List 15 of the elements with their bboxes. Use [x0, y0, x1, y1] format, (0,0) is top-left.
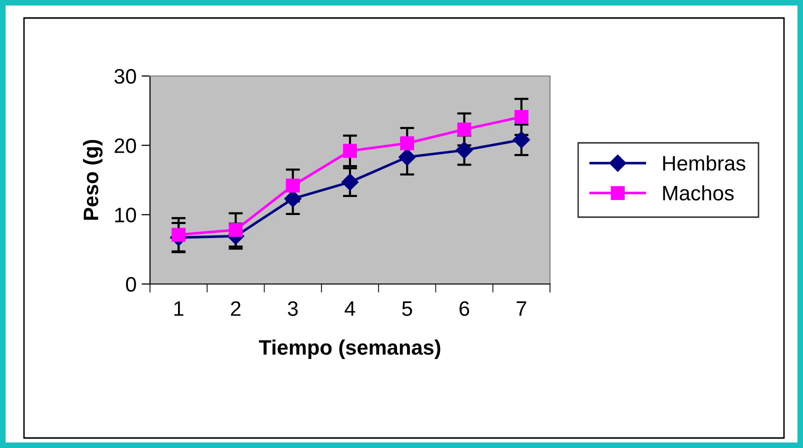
x-tick-label: 7 — [516, 301, 526, 316]
legend-label: Hembras — [663, 155, 746, 171]
x-axis-title: Tiempo (semanas) — [258, 340, 440, 359]
x-tick-label: 3 — [288, 301, 298, 316]
y-axis-title: Peso (g) — [83, 140, 103, 220]
x-tick-label: 6 — [460, 301, 470, 316]
y-tick-label: 20 — [114, 138, 136, 154]
y-tick-label: 10 — [115, 208, 136, 222]
x-tick-label: 2 — [230, 301, 240, 316]
x-tick-label: 4 — [344, 301, 356, 316]
y-tick-label: 0 — [126, 277, 136, 292]
x-tick-label: 5 — [402, 301, 412, 316]
legend-label: Machos — [663, 185, 734, 201]
y-tick-label: 30 — [114, 69, 136, 84]
x-tick-label: 1 — [174, 301, 184, 316]
